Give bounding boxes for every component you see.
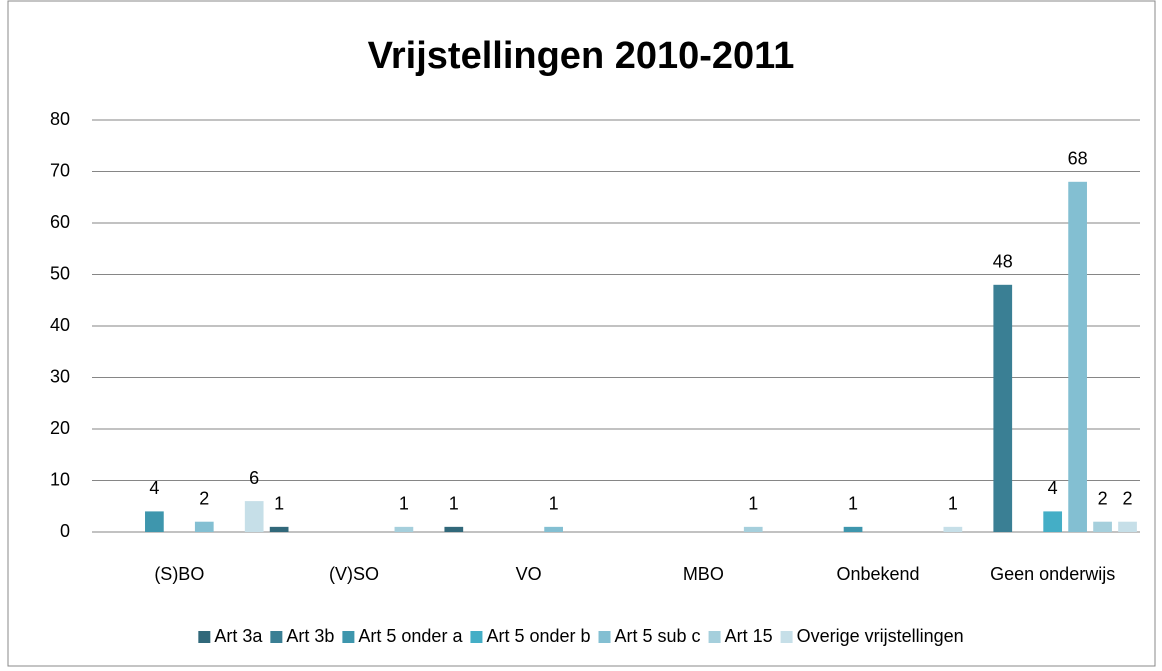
data-label: 48 [993, 252, 1013, 272]
bar [544, 526, 563, 532]
data-label: 1 [399, 494, 409, 514]
data-label: 1 [848, 494, 858, 514]
legend-label: Art 3b [286, 626, 334, 646]
x-tick-label: VO [516, 564, 542, 584]
data-label: 1 [549, 494, 559, 514]
x-tick-label: MBO [683, 564, 724, 584]
data-label: 4 [1048, 478, 1058, 498]
data-label: 2 [1123, 488, 1133, 508]
data-label: 1 [274, 494, 284, 514]
y-tick-label: 10 [50, 469, 70, 489]
bar [269, 526, 289, 532]
data-label: 6 [249, 468, 259, 488]
bar [1043, 511, 1063, 532]
legend-swatch [470, 631, 483, 643]
data-label: 68 [1068, 149, 1088, 169]
data-label: 1 [748, 494, 758, 514]
x-tick-label: Geen onderwijs [990, 564, 1115, 584]
y-tick-label: 40 [50, 315, 70, 335]
data-label: 2 [1098, 488, 1108, 508]
legend-swatch [780, 631, 793, 643]
bar [743, 526, 763, 532]
x-tick-label: (V)SO [329, 564, 379, 584]
bar [843, 526, 863, 532]
bar [1118, 521, 1137, 532]
y-tick-label: 50 [50, 263, 70, 283]
y-tick-label: 0 [60, 521, 70, 541]
y-tick-label: 20 [50, 418, 70, 438]
bar [1093, 521, 1112, 532]
bar [194, 521, 214, 532]
bar [444, 526, 464, 532]
data-label: 4 [149, 478, 159, 498]
chart-title: Vrijstellingen 2010-2011 [368, 35, 795, 77]
legend-label: Art 15 [725, 626, 773, 646]
legend-swatch [598, 631, 611, 643]
legend-label: Art 5 sub c [615, 626, 701, 646]
bar [145, 511, 164, 532]
bar [943, 526, 963, 532]
y-tick-label: 80 [50, 109, 70, 129]
bar [1068, 181, 1087, 533]
legend-swatch [270, 631, 283, 643]
x-tick-label: Onbekend [836, 564, 919, 584]
legend-label: Overige vrijstellingen [797, 626, 964, 646]
bar [394, 526, 414, 532]
data-label: 1 [449, 494, 459, 514]
legend-swatch [342, 631, 355, 643]
legend-label: Art 5 onder a [358, 626, 463, 646]
legend-swatch [198, 631, 211, 643]
y-tick-label: 30 [50, 366, 70, 386]
legend-label: Art 3a [214, 626, 263, 646]
bar [993, 284, 1013, 532]
y-tick-label: 70 [50, 160, 70, 180]
legend-label: Art 5 onder b [486, 626, 590, 646]
bar [244, 501, 264, 532]
data-label: 2 [199, 488, 209, 508]
x-tick-label: (S)BO [154, 564, 204, 584]
y-tick-label: 60 [50, 212, 70, 232]
data-label: 1 [948, 494, 958, 514]
legend-swatch [708, 631, 721, 643]
chart-frame [7, 0, 1156, 667]
